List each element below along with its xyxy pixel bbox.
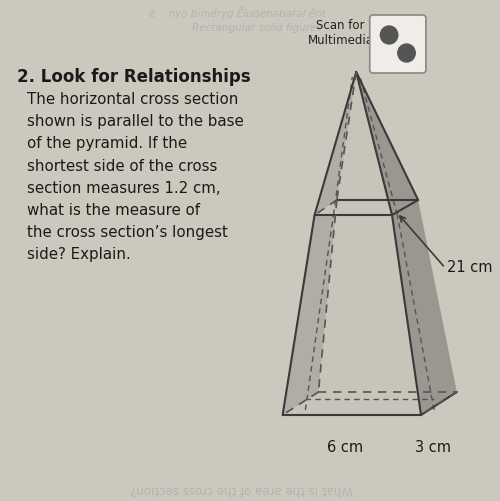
Text: What is the area of the cross section?: What is the area of the cross section?: [130, 483, 354, 496]
Text: The horizontal cross section
shown is parallel to the base
of the pyramid. If th: The horizontal cross section shown is pa…: [27, 92, 244, 263]
Polygon shape: [392, 200, 457, 415]
Polygon shape: [356, 72, 418, 215]
Circle shape: [380, 26, 398, 44]
Text: 3 cm: 3 cm: [414, 440, 450, 455]
Polygon shape: [282, 215, 421, 415]
Polygon shape: [314, 72, 392, 215]
Polygon shape: [314, 200, 418, 215]
Polygon shape: [314, 72, 356, 215]
Text: 6 cm: 6 cm: [328, 440, 364, 455]
Text: e    nyó bimếryg Ếluqenəbərəl ếnt: e nyó bimếryg Ếluqenəbərəl ếnt: [148, 6, 326, 19]
Text: 21 cm: 21 cm: [447, 261, 492, 276]
Circle shape: [398, 44, 415, 62]
Polygon shape: [282, 200, 337, 415]
Text: Rectangular solid figures: Rectangular solid figures: [192, 23, 322, 33]
FancyBboxPatch shape: [370, 15, 426, 73]
Text: 2. Look for Relationships: 2. Look for Relationships: [18, 68, 251, 86]
Text: Scan for
Multimedia: Scan for Multimedia: [308, 19, 374, 47]
Polygon shape: [337, 72, 418, 200]
